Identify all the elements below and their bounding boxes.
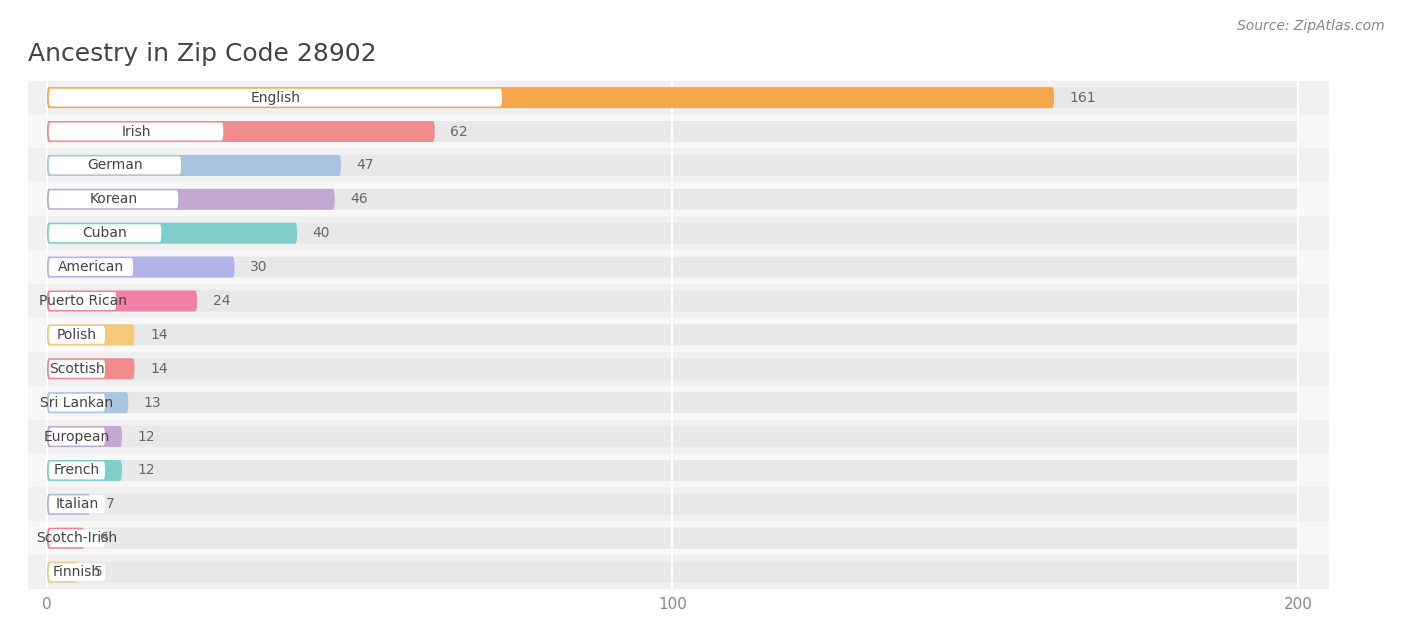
FancyBboxPatch shape bbox=[46, 494, 90, 515]
FancyBboxPatch shape bbox=[46, 189, 335, 210]
Text: Finnish: Finnish bbox=[53, 565, 101, 579]
Text: 12: 12 bbox=[138, 430, 155, 444]
FancyBboxPatch shape bbox=[46, 460, 1298, 481]
Text: German: German bbox=[87, 158, 143, 173]
Text: 12: 12 bbox=[138, 464, 155, 477]
Text: French: French bbox=[53, 464, 100, 477]
FancyBboxPatch shape bbox=[49, 89, 502, 106]
FancyBboxPatch shape bbox=[46, 358, 1298, 379]
Text: 46: 46 bbox=[350, 193, 368, 206]
FancyBboxPatch shape bbox=[46, 256, 1298, 278]
Text: English: English bbox=[250, 91, 301, 104]
FancyBboxPatch shape bbox=[49, 360, 105, 377]
FancyBboxPatch shape bbox=[46, 392, 128, 413]
FancyBboxPatch shape bbox=[15, 149, 1330, 182]
FancyBboxPatch shape bbox=[46, 325, 1298, 345]
Text: 30: 30 bbox=[250, 260, 267, 274]
Text: Sri Lankan: Sri Lankan bbox=[41, 395, 114, 410]
FancyBboxPatch shape bbox=[49, 191, 179, 208]
FancyBboxPatch shape bbox=[49, 122, 224, 140]
Text: Ancestry in Zip Code 28902: Ancestry in Zip Code 28902 bbox=[28, 42, 377, 66]
Text: Italian: Italian bbox=[55, 497, 98, 511]
FancyBboxPatch shape bbox=[46, 155, 1298, 176]
FancyBboxPatch shape bbox=[49, 258, 134, 276]
FancyBboxPatch shape bbox=[46, 189, 1298, 210]
FancyBboxPatch shape bbox=[46, 426, 122, 447]
Text: Source: ZipAtlas.com: Source: ZipAtlas.com bbox=[1237, 19, 1385, 33]
FancyBboxPatch shape bbox=[49, 495, 105, 513]
Text: Irish: Irish bbox=[121, 124, 150, 138]
FancyBboxPatch shape bbox=[49, 326, 105, 344]
FancyBboxPatch shape bbox=[15, 453, 1330, 488]
Text: European: European bbox=[44, 430, 110, 444]
Text: 5: 5 bbox=[94, 565, 103, 579]
FancyBboxPatch shape bbox=[15, 115, 1330, 149]
FancyBboxPatch shape bbox=[46, 223, 1298, 243]
FancyBboxPatch shape bbox=[15, 318, 1330, 352]
FancyBboxPatch shape bbox=[15, 216, 1330, 250]
Text: American: American bbox=[58, 260, 124, 274]
FancyBboxPatch shape bbox=[46, 460, 122, 481]
FancyBboxPatch shape bbox=[46, 562, 79, 583]
FancyBboxPatch shape bbox=[46, 527, 84, 549]
FancyBboxPatch shape bbox=[46, 494, 1298, 515]
FancyBboxPatch shape bbox=[46, 392, 1298, 413]
FancyBboxPatch shape bbox=[46, 290, 197, 312]
FancyBboxPatch shape bbox=[46, 358, 135, 379]
FancyBboxPatch shape bbox=[46, 121, 1298, 142]
Text: 6: 6 bbox=[100, 531, 108, 545]
Text: Cuban: Cuban bbox=[83, 226, 128, 240]
FancyBboxPatch shape bbox=[15, 420, 1330, 453]
Text: Polish: Polish bbox=[56, 328, 97, 342]
FancyBboxPatch shape bbox=[49, 292, 117, 310]
Text: Puerto Rican: Puerto Rican bbox=[38, 294, 127, 308]
FancyBboxPatch shape bbox=[15, 80, 1330, 115]
FancyBboxPatch shape bbox=[15, 250, 1330, 284]
FancyBboxPatch shape bbox=[46, 426, 1298, 447]
FancyBboxPatch shape bbox=[46, 121, 434, 142]
Text: Korean: Korean bbox=[90, 193, 138, 206]
FancyBboxPatch shape bbox=[15, 488, 1330, 521]
Text: 14: 14 bbox=[150, 328, 167, 342]
FancyBboxPatch shape bbox=[46, 527, 1298, 549]
FancyBboxPatch shape bbox=[46, 325, 135, 345]
FancyBboxPatch shape bbox=[49, 529, 105, 547]
Text: 24: 24 bbox=[212, 294, 231, 308]
FancyBboxPatch shape bbox=[46, 223, 297, 243]
FancyBboxPatch shape bbox=[15, 555, 1330, 589]
FancyBboxPatch shape bbox=[15, 284, 1330, 318]
FancyBboxPatch shape bbox=[49, 564, 105, 581]
Text: Scotch-Irish: Scotch-Irish bbox=[37, 531, 118, 545]
Text: 13: 13 bbox=[143, 395, 162, 410]
FancyBboxPatch shape bbox=[15, 182, 1330, 216]
FancyBboxPatch shape bbox=[49, 428, 105, 446]
Text: 7: 7 bbox=[107, 497, 115, 511]
FancyBboxPatch shape bbox=[46, 155, 340, 176]
FancyBboxPatch shape bbox=[49, 462, 105, 479]
FancyBboxPatch shape bbox=[49, 393, 105, 412]
Text: 47: 47 bbox=[357, 158, 374, 173]
FancyBboxPatch shape bbox=[49, 156, 181, 175]
Text: 14: 14 bbox=[150, 362, 167, 376]
Text: 62: 62 bbox=[450, 124, 468, 138]
FancyBboxPatch shape bbox=[49, 224, 162, 242]
Text: 161: 161 bbox=[1070, 91, 1097, 104]
FancyBboxPatch shape bbox=[46, 87, 1054, 108]
Text: Scottish: Scottish bbox=[49, 362, 104, 376]
FancyBboxPatch shape bbox=[15, 386, 1330, 420]
Text: 40: 40 bbox=[312, 226, 330, 240]
FancyBboxPatch shape bbox=[15, 521, 1330, 555]
FancyBboxPatch shape bbox=[46, 256, 235, 278]
FancyBboxPatch shape bbox=[15, 352, 1330, 386]
FancyBboxPatch shape bbox=[46, 562, 1298, 583]
FancyBboxPatch shape bbox=[46, 87, 1298, 108]
FancyBboxPatch shape bbox=[46, 290, 1298, 312]
